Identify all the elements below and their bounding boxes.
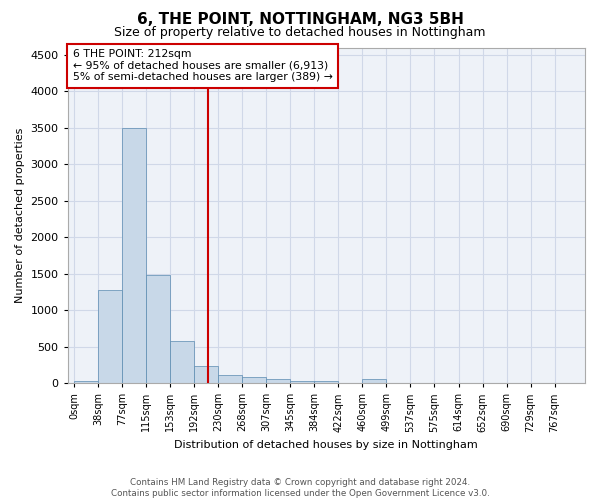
Bar: [74, 381, 98, 383]
X-axis label: Distribution of detached houses by size in Nottingham: Distribution of detached houses by size …: [175, 440, 478, 450]
Bar: [98, 290, 122, 383]
Bar: [362, 380, 386, 383]
Bar: [266, 379, 290, 383]
Text: Contains HM Land Registry data © Crown copyright and database right 2024.
Contai: Contains HM Land Registry data © Crown c…: [110, 478, 490, 498]
Bar: [290, 381, 314, 383]
Text: Size of property relative to detached houses in Nottingham: Size of property relative to detached ho…: [114, 26, 486, 39]
Bar: [146, 275, 170, 383]
Bar: [218, 374, 242, 383]
Text: 6, THE POINT, NOTTINGHAM, NG3 5BH: 6, THE POINT, NOTTINGHAM, NG3 5BH: [137, 12, 463, 28]
Bar: [242, 377, 266, 383]
Bar: [170, 341, 194, 383]
Bar: [122, 128, 146, 383]
Bar: [194, 366, 218, 383]
Bar: [314, 381, 338, 383]
Y-axis label: Number of detached properties: Number of detached properties: [15, 128, 25, 303]
Text: 6 THE POINT: 212sqm
← 95% of detached houses are smaller (6,913)
5% of semi-deta: 6 THE POINT: 212sqm ← 95% of detached ho…: [73, 49, 333, 82]
